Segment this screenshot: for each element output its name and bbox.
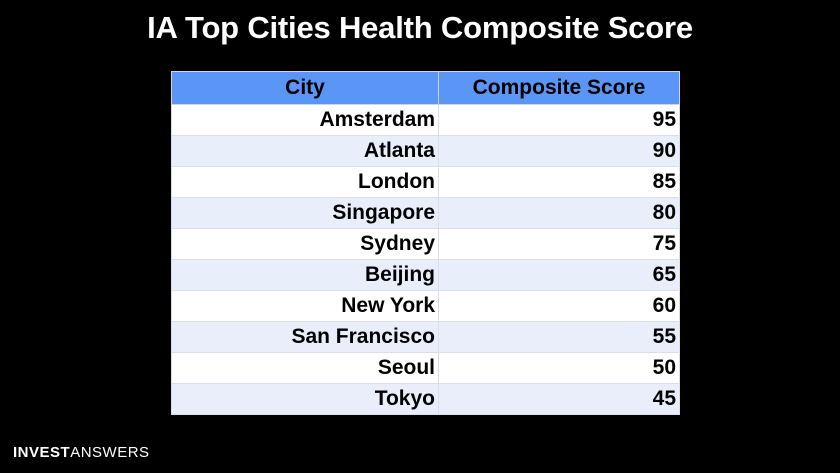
scores-table: City Composite Score Amsterdam 95 Atlanta 9…	[171, 71, 680, 415]
score-cell: 65	[438, 259, 680, 291]
table-row: Beijing 65	[171, 259, 680, 291]
score-cell: 75	[438, 228, 680, 260]
city-cell: Tokyo	[171, 383, 439, 415]
table-row: Sydney 75	[171, 228, 680, 260]
city-cell: Amsterdam	[171, 104, 439, 136]
column-header-composite-score: Composite Score	[438, 71, 680, 105]
column-header-city: City	[171, 71, 439, 105]
city-cell: Seoul	[171, 352, 439, 384]
table-row: London 85	[171, 166, 680, 198]
score-cell: 45	[438, 383, 680, 415]
score-cell: 60	[438, 290, 680, 322]
score-cell: 85	[438, 166, 680, 198]
city-cell: Atlanta	[171, 135, 439, 167]
score-cell: 95	[438, 104, 680, 136]
table-header-row: City Composite Score	[171, 71, 680, 105]
score-cell: 50	[438, 352, 680, 384]
investanswers-logo: INVESTANSWERS	[13, 444, 150, 462]
score-cell: 55	[438, 321, 680, 353]
table-row: New York 60	[171, 290, 680, 322]
table-row: Seoul 50	[171, 352, 680, 384]
city-cell: Beijing	[171, 259, 439, 291]
table-row: San Francisco 55	[171, 321, 680, 353]
score-cell: 80	[438, 197, 680, 229]
table-row: Tokyo 45	[171, 383, 680, 415]
city-cell: London	[171, 166, 439, 198]
city-cell: Singapore	[171, 197, 439, 229]
page-title: IA Top Cities Health Composite Score	[147, 10, 693, 45]
city-cell: San Francisco	[171, 321, 439, 353]
city-cell: New York	[171, 290, 439, 322]
city-cell: Sydney	[171, 228, 439, 260]
logo-text-invest: INVEST	[13, 444, 71, 461]
table-row: Singapore 80	[171, 197, 680, 229]
score-cell: 90	[438, 135, 680, 167]
table-row: Atlanta 90	[171, 135, 680, 167]
table-body: Amsterdam 95 Atlanta 90 London 85 Singapore 80 S…	[171, 104, 680, 415]
logo-text-answers: ANSWERS	[70, 444, 150, 461]
table-row: Amsterdam 95	[171, 104, 680, 136]
